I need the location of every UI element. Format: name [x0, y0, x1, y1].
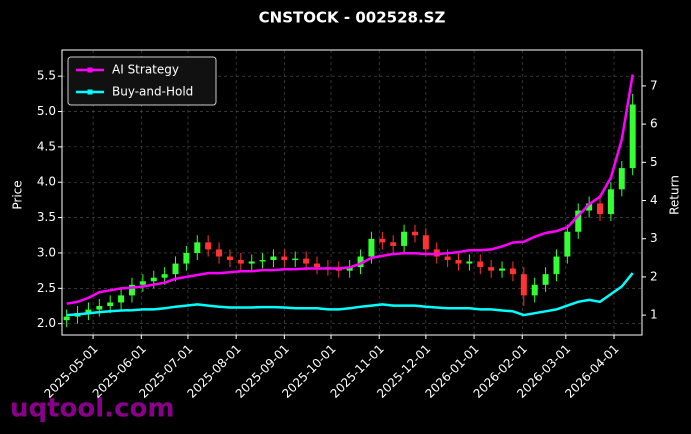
candle-body: [150, 277, 157, 282]
candle-body: [509, 268, 516, 275]
candle-body: [96, 306, 103, 310]
y-tick-label: 2.5: [37, 281, 56, 295]
y-tick-label: 5.0: [37, 104, 56, 118]
candle-body: [303, 258, 310, 264]
candle-body: [85, 309, 92, 314]
candle-body: [118, 295, 125, 303]
candle-body: [216, 249, 223, 257]
y-tick-label: 3.5: [37, 210, 56, 224]
candle-body: [575, 210, 582, 232]
candle-body: [466, 261, 473, 264]
legend-marker: [87, 67, 93, 73]
chart-title: CNSTOCK - 002528.SZ: [259, 9, 446, 27]
candle-body: [542, 274, 549, 285]
candle-body: [368, 238, 375, 257]
y2-tick-label: 2: [650, 269, 658, 283]
candle-body: [281, 256, 288, 261]
candle-body: [128, 284, 135, 296]
candle-body: [226, 256, 233, 261]
candle-body: [270, 256, 277, 261]
candle-body: [553, 256, 560, 275]
candle-body: [63, 316, 70, 321]
y-tick-label: 4.5: [37, 139, 56, 153]
y2-tick-label: 6: [650, 117, 658, 131]
candle-body: [401, 231, 408, 246]
y2-tick-label: 1: [650, 308, 658, 322]
candle-body: [618, 168, 625, 190]
candle-body: [379, 238, 386, 243]
y-tick-label: 4.0: [37, 175, 56, 189]
y2-tick-label: 3: [650, 231, 658, 245]
candle-body: [357, 256, 364, 268]
y-axis-label: Price: [11, 180, 25, 209]
candle-body: [455, 260, 462, 264]
legend-label: AI Strategy: [112, 63, 179, 77]
series-line: [66, 272, 634, 317]
candle-body: [629, 104, 636, 169]
candle-body: [237, 260, 244, 264]
candle-body: [248, 261, 255, 264]
y2-tick-label: 5: [650, 155, 658, 169]
candle-body: [488, 267, 495, 271]
candle-body: [444, 256, 451, 261]
y2-tick-label: 7: [650, 78, 658, 92]
candle-body: [564, 231, 571, 257]
legend-marker: [87, 89, 93, 95]
legend-box: [67, 56, 217, 106]
candle-body: [107, 302, 114, 307]
plot-frame: [61, 49, 643, 336]
candle-body: [390, 242, 397, 246]
candle-body: [520, 274, 527, 296]
candle-body: [477, 261, 484, 268]
candle-body: [172, 263, 179, 275]
candle-body: [597, 203, 604, 215]
candle-body: [161, 274, 168, 278]
y2-axis-label: Return: [668, 175, 682, 215]
candle-body: [292, 258, 299, 261]
candle-body: [499, 268, 506, 271]
y-tick-label: 3.0: [37, 245, 56, 259]
candle-body: [531, 284, 538, 296]
candle-body: [422, 235, 429, 250]
y2-tick-label: 4: [650, 193, 658, 207]
y-tick-label: 2.0: [37, 316, 56, 330]
candle-body: [259, 260, 266, 262]
legend-label: Buy-and-Hold: [112, 85, 193, 99]
candle-body: [205, 242, 212, 250]
candle-body: [411, 231, 418, 236]
grid: [62, 50, 642, 335]
y-tick-label: 5.5: [37, 69, 56, 83]
candle-body: [139, 281, 146, 285]
candle-body: [346, 267, 353, 271]
series-line: [66, 74, 634, 305]
candle-body: [607, 189, 614, 215]
candle-body: [194, 242, 201, 253]
candle-body: [586, 203, 593, 211]
watermark: uqtool.com: [10, 394, 174, 424]
candle-body: [183, 252, 190, 264]
candle-body: [314, 263, 321, 268]
